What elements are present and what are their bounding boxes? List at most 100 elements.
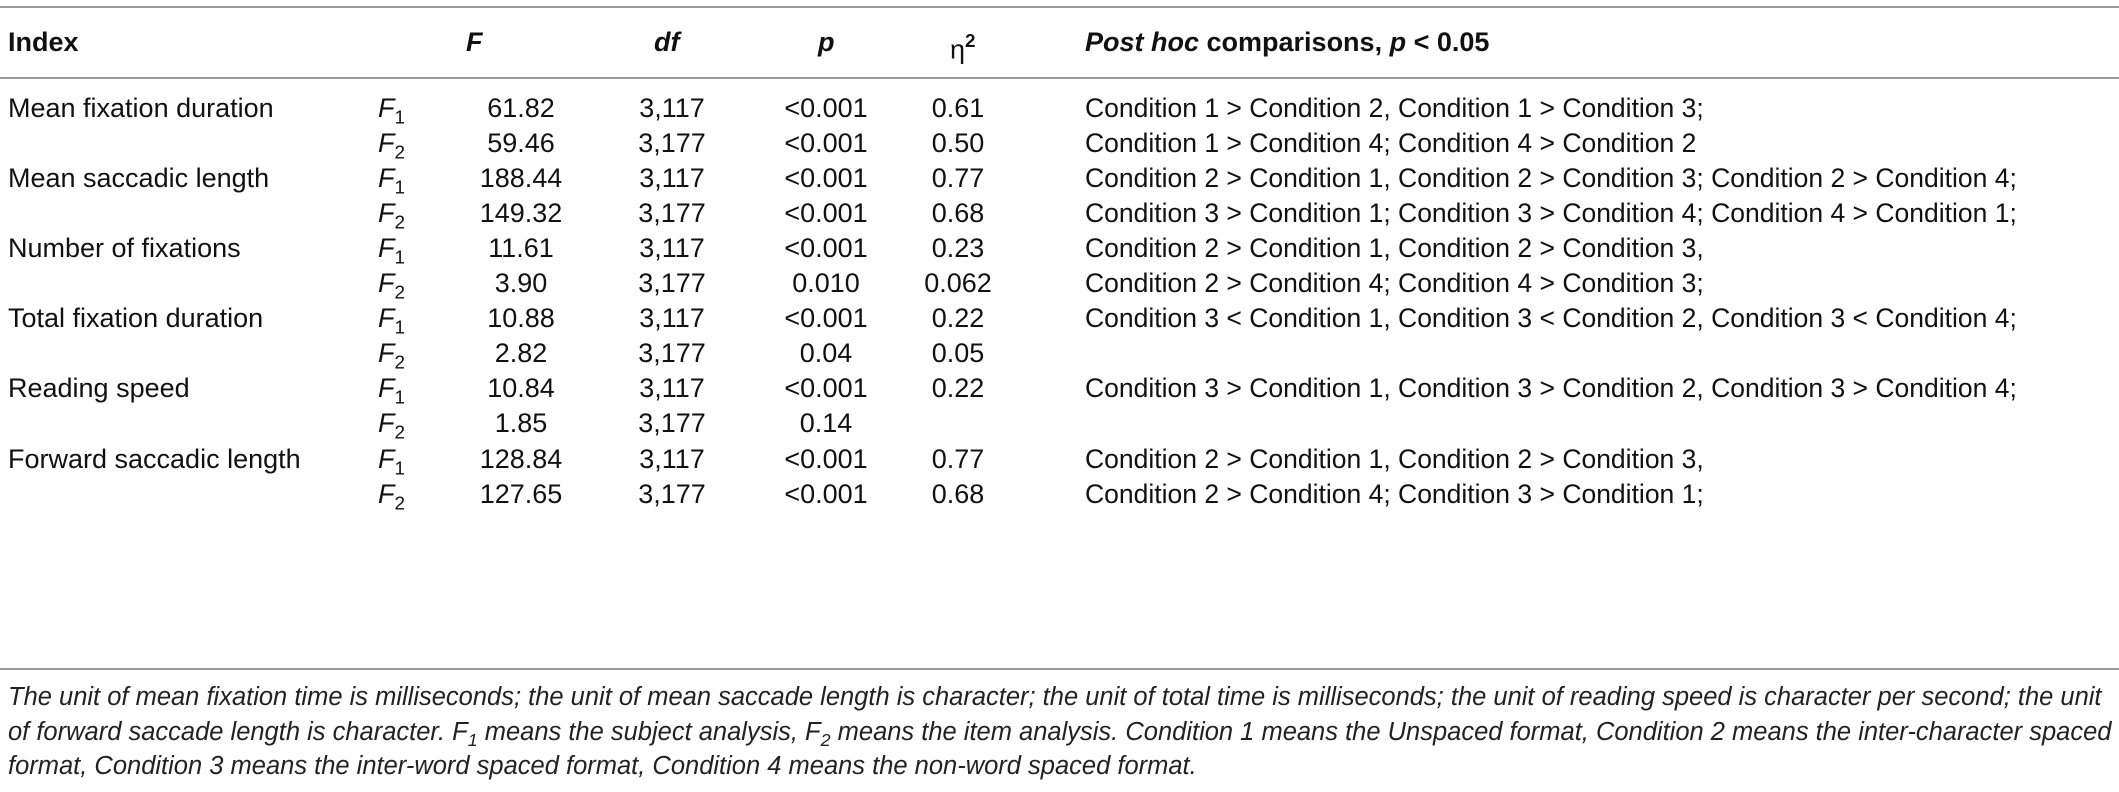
f-label-letter: F: [378, 128, 395, 159]
cell-df: 3,177: [638, 408, 706, 439]
f-label-subscript: 2: [394, 352, 406, 374]
cell-posthoc: Condition 2 > Condition 1, Condition 2 >…: [1085, 233, 1704, 264]
table-footnote: The unit of mean fixation time is millis…: [8, 680, 2112, 784]
table-row: F2 3.90 3,177 0.010 0.062 Condition 2 > Condi…: [0, 263, 2119, 310]
cell-eta-squared: 0.062: [924, 268, 992, 299]
table-header-row: Index F df p η2 Post hoc comparisons, p …: [0, 22, 2119, 65]
f-label-letter: F: [378, 408, 395, 439]
footnote-sub2: 2: [820, 729, 831, 750]
cell-df: 3,117: [639, 303, 705, 334]
cell-f-value: 149.32: [479, 198, 563, 229]
cell-f-label: F2: [378, 403, 405, 443]
cell-posthoc: Condition 3 > Condition 1; Condition 3 >…: [1085, 198, 2017, 229]
f-label-letter: F: [378, 93, 395, 123]
table-row: Total fixation duration F1 10.88 3,117 <0.00…: [0, 298, 2119, 345]
cell-df: 3,177: [638, 128, 706, 159]
cell-p: <0.001: [784, 478, 868, 509]
f-label-subscript: 1: [394, 107, 406, 129]
cell-p: 0.04: [799, 338, 853, 369]
cell-p: <0.001: [784, 198, 868, 229]
f-label-letter: F: [378, 233, 395, 264]
footnote-part2: means the subject analysis, F: [477, 717, 821, 746]
cell-p: <0.001: [784, 373, 868, 404]
table-header-rule: [0, 77, 2119, 79]
cell-posthoc: Condition 2 > Condition 4; Condition 3 >…: [1085, 478, 1704, 509]
header-df: df: [654, 27, 680, 57]
cell-df: 3,177: [638, 338, 706, 369]
cell-f-value: 11.61: [488, 233, 554, 264]
cell-f-label: F2: [378, 193, 405, 233]
header-f: F: [466, 27, 483, 57]
f-label-letter: F: [378, 163, 395, 194]
cell-p: <0.001: [784, 163, 868, 194]
cell-index: Forward saccadic length: [8, 443, 301, 474]
cell-eta-squared: 0.23: [931, 233, 985, 264]
cell-eta-squared: 0.22: [931, 303, 985, 334]
cell-posthoc: Condition 1 > Condition 2, Condition 1 >…: [1085, 93, 1704, 123]
f-label-letter: F: [378, 443, 395, 474]
f-label-letter: F: [378, 198, 395, 229]
cell-p: <0.001: [784, 128, 868, 159]
table-row: F2 59.46 3,177 <0.001 0.50 Condition 1 > Cond…: [0, 123, 2119, 170]
header-posthoc-italic: Post hoc: [1085, 27, 1200, 57]
footnote-part3: means the item analysis. Condition 1 mea…: [8, 717, 2112, 781]
cell-index: Number of fixations: [8, 233, 241, 264]
cell-f-label: F1: [378, 228, 405, 268]
cell-f-label: F1: [378, 158, 405, 198]
cell-df: 3,117: [639, 373, 705, 404]
cell-f-value: 10.84: [487, 373, 555, 404]
cell-p: 0.010: [792, 268, 860, 299]
table-row: Reading speed F1 10.84 3,117 <0.001 0.22 Condi…: [0, 368, 2119, 415]
header-p: p: [818, 27, 835, 57]
cell-f-value: 3.90: [494, 268, 548, 299]
cell-df: 3,177: [638, 268, 706, 299]
cell-eta-squared: 0.68: [931, 198, 985, 229]
header-posthoc: Post hoc comparisons, p < 0.05: [1085, 22, 1489, 62]
cell-f-value: 188.44: [479, 163, 563, 194]
table-row: Forward saccadic length F1 128.84 3,117 <0.0…: [0, 439, 2119, 486]
cell-f-label: F1: [378, 368, 405, 408]
cell-f-label: F2: [378, 263, 405, 303]
cell-f-label: F2: [378, 333, 405, 373]
cell-index: Total fixation duration: [8, 303, 264, 334]
cell-df: 3,117: [639, 163, 705, 194]
f-label-letter: F: [378, 338, 395, 369]
cell-df: 3,117: [639, 233, 705, 264]
cell-eta-squared: 0.77: [931, 443, 985, 474]
table-row: F2 127.65 3,177 <0.001 0.68 Condition 2 > Con…: [0, 474, 2119, 521]
cell-index: Mean fixation duration: [8, 93, 274, 123]
cell-f-value: 128.84: [479, 443, 563, 474]
f-label-subscript: 1: [394, 317, 406, 339]
cell-f-label: F2: [378, 123, 405, 163]
table-row: Mean fixation duration F1 61.82 3,117 <0.001…: [0, 88, 2119, 135]
cell-p: 0.14: [799, 408, 853, 439]
cell-eta-squared: 0.77: [931, 163, 985, 194]
f-label-letter: F: [378, 373, 395, 404]
f-label-subscript: 2: [394, 142, 406, 164]
cell-df: 3,177: [638, 198, 706, 229]
cell-f-value: 59.46: [487, 128, 555, 159]
cell-f-value: 127.65: [479, 478, 563, 509]
header-eta: η: [950, 34, 966, 65]
header-eta-sup: 2: [965, 31, 976, 52]
cell-posthoc: Condition 2 > Condition 1, Condition 2 >…: [1085, 443, 1704, 474]
f-label-letter: F: [378, 303, 395, 334]
cell-eta-squared: 0.05: [931, 338, 985, 369]
cell-f-label: F1: [378, 439, 405, 479]
cell-f-label: F1: [378, 298, 405, 338]
cell-f-value: 2.82: [494, 338, 548, 369]
cell-index: Mean saccadic length: [8, 163, 270, 194]
cell-df: 3,117: [639, 443, 705, 474]
table-bottom-rule: [0, 668, 2119, 670]
cell-p: <0.001: [784, 93, 868, 123]
cell-eta-squared: 0.22: [931, 373, 985, 404]
cell-f-value: 1.85: [494, 408, 548, 439]
table-row: Number of fixations F1 11.61 3,117 <0.001 0.2…: [0, 228, 2119, 275]
cell-df: 3,117: [639, 93, 705, 123]
f-label-subscript: 1: [394, 458, 406, 480]
f-label-subscript: 1: [394, 177, 406, 199]
cell-posthoc: Condition 1 > Condition 4; Condition 4 >…: [1085, 128, 1697, 159]
cell-posthoc: Condition 2 > Condition 1, Condition 2 >…: [1085, 163, 2017, 194]
header-index: Index: [8, 27, 79, 57]
cell-index: Reading speed: [8, 373, 190, 404]
